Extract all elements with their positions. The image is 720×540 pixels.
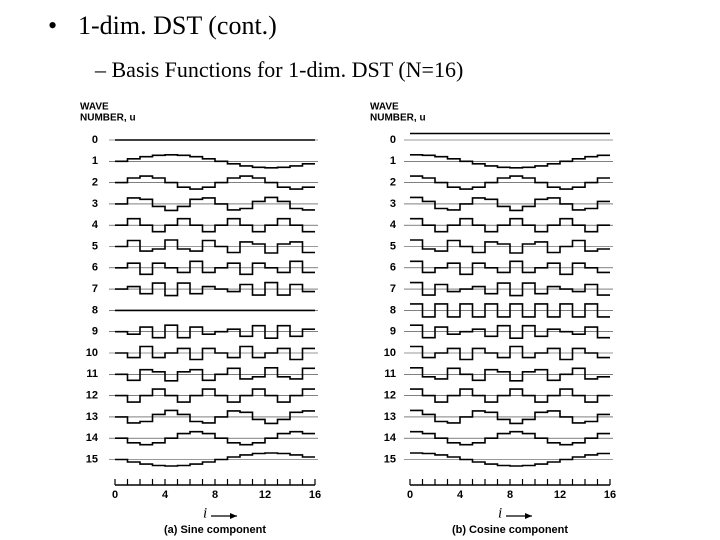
wave-number: 10 [86, 347, 98, 359]
basis-waveform [410, 345, 610, 361]
basis-waveform [410, 409, 610, 425]
basis-waveform [410, 217, 610, 233]
basis-waveform [410, 281, 610, 297]
basis-waveform [410, 175, 610, 190]
axis-title: WAVE [370, 102, 399, 113]
wave-number: 15 [384, 453, 396, 465]
axis-title: NUMBER, u [80, 113, 136, 124]
panel-caption: (a) Sine component [164, 524, 266, 536]
wave-number: 10 [384, 347, 396, 359]
i-tick-label: 0 [112, 489, 118, 501]
basis-waveform [410, 452, 610, 467]
slide-subtitle: – Basis Functions for 1-dim. DST (N=16) [94, 57, 463, 82]
i-label: i [203, 505, 207, 521]
i-tick-label: 16 [309, 489, 321, 501]
wave-number: 2 [92, 177, 98, 189]
wave-number: 1 [92, 155, 98, 167]
wave-number: 4 [92, 219, 99, 231]
basis-waveform [410, 430, 610, 446]
i-arrow-head [230, 513, 237, 519]
i-tick-label: 8 [507, 489, 513, 501]
basis-waveform [115, 154, 315, 169]
wave-number: 5 [92, 240, 98, 252]
wave-number: 12 [86, 390, 98, 402]
slide-title: 1-dim. DST (cont.) [78, 11, 277, 40]
axis-title: NUMBER, u [370, 113, 426, 124]
basis-waveform [410, 154, 610, 169]
basis-waveform [410, 196, 610, 212]
basis-waveform [115, 388, 315, 403]
basis-waveform [115, 367, 315, 382]
i-tick-label: 4 [162, 489, 169, 501]
i-label: i [498, 505, 502, 521]
basis-waveform [115, 452, 315, 467]
wave-number: 9 [390, 326, 396, 338]
wave-number: 1 [390, 155, 396, 167]
axis-title: WAVE [80, 102, 109, 113]
wave-number: 7 [390, 283, 396, 295]
i-tick-label: 12 [259, 489, 271, 501]
basis-waveform [115, 217, 315, 233]
wave-number: 3 [92, 198, 98, 210]
basis-waveform [115, 175, 315, 190]
basis-waveform [410, 324, 610, 339]
wave-number: 4 [390, 219, 397, 231]
basis-waveform [410, 239, 610, 254]
basis-waveform [410, 388, 610, 403]
basis-waveform [115, 430, 315, 446]
panel-caption: (b) Cosine component [452, 524, 568, 536]
wave-number: 3 [390, 198, 396, 210]
wave-number: 8 [92, 304, 98, 316]
basis-waveform [115, 196, 315, 212]
i-tick-label: 4 [457, 489, 464, 501]
wave-number: 14 [86, 432, 99, 444]
basis-waveform [115, 281, 315, 297]
wave-number: 11 [384, 368, 396, 380]
wave-number: 14 [384, 432, 397, 444]
wave-number: 13 [86, 411, 98, 423]
i-tick-label: 16 [604, 489, 616, 501]
bullet: • [48, 11, 57, 40]
wave-number: 0 [92, 134, 98, 146]
basis-waveform [115, 260, 315, 276]
wave-number: 9 [92, 326, 98, 338]
wave-number: 8 [390, 304, 396, 316]
wave-number: 5 [390, 240, 396, 252]
wave-number: 2 [390, 177, 396, 189]
i-tick-label: 8 [212, 489, 218, 501]
basis-waveform [115, 409, 315, 425]
wave-number: 12 [384, 390, 396, 402]
i-tick-label: 12 [554, 489, 566, 501]
wave-number: 11 [86, 368, 98, 380]
wave-number: 13 [384, 411, 396, 423]
i-tick-label: 0 [407, 489, 413, 501]
basis-waveform [410, 303, 610, 318]
wave-number: 15 [86, 453, 98, 465]
wave-number: 6 [92, 262, 98, 274]
i-arrow-head [525, 513, 532, 519]
basis-waveform [115, 345, 315, 361]
wave-number: 7 [92, 283, 98, 295]
wave-number: 0 [390, 134, 396, 146]
basis-waveform [410, 367, 610, 382]
basis-waveform [115, 239, 315, 254]
wave-number: 6 [390, 262, 396, 274]
basis-waveform [410, 260, 610, 276]
basis-waveform [115, 324, 315, 339]
